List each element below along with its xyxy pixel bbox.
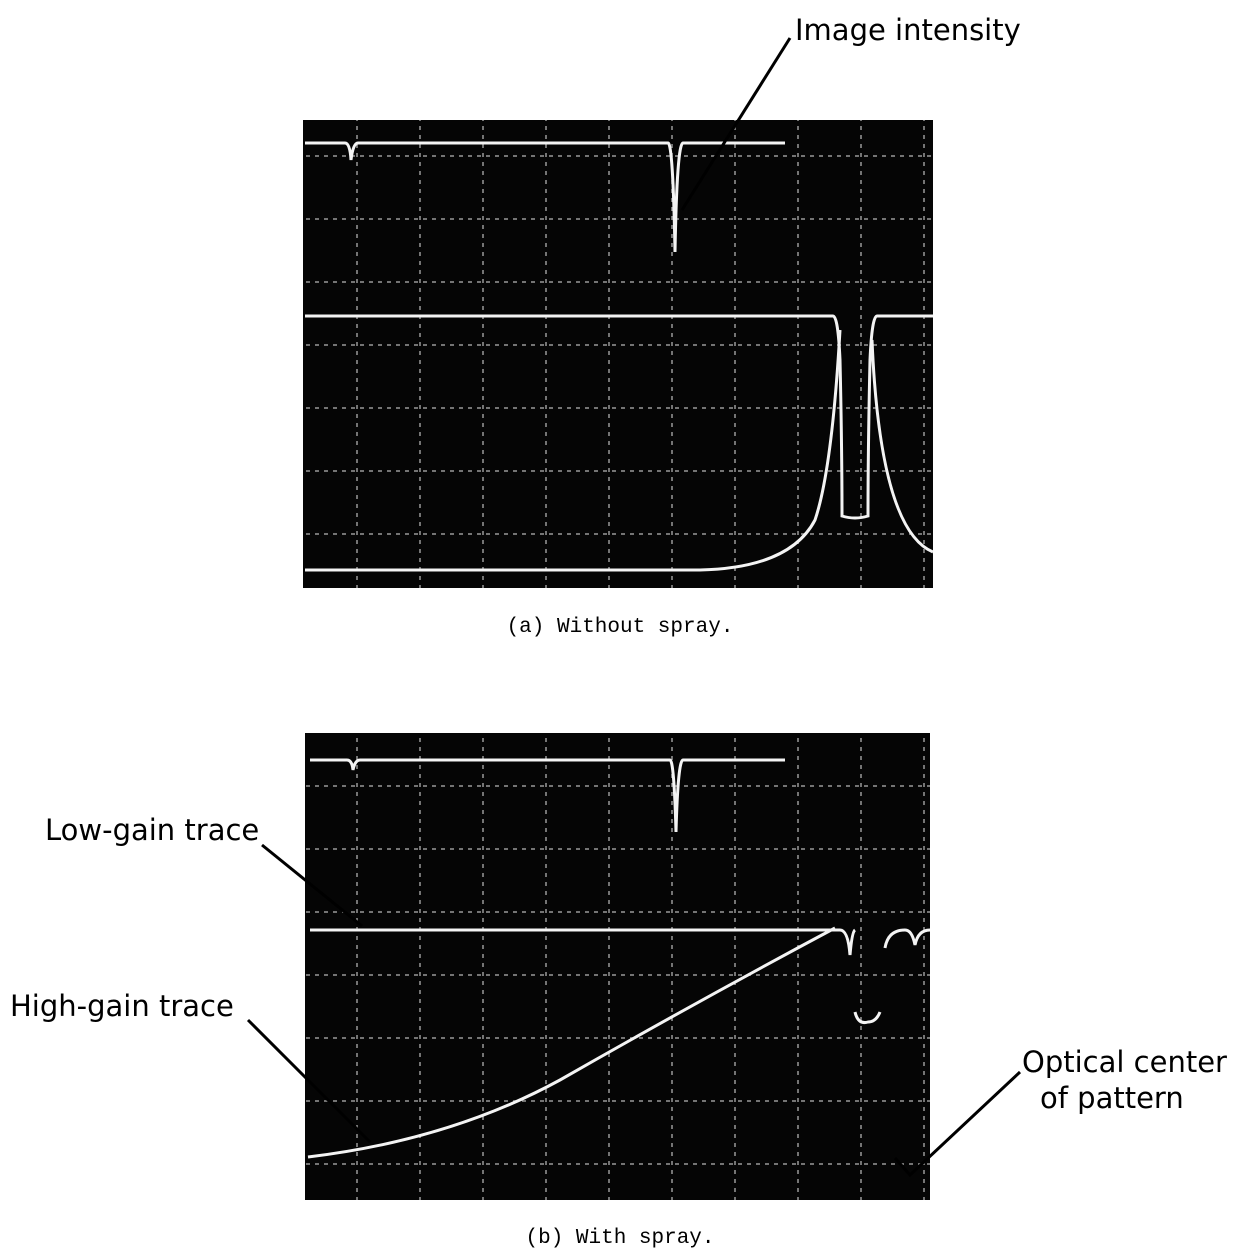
leader-line xyxy=(261,843,363,928)
leader-line xyxy=(246,1018,372,1144)
annotation: of pattern xyxy=(1040,1081,1184,1115)
scope-photo-a xyxy=(303,120,934,588)
annotation: Optical center xyxy=(1022,1045,1227,1079)
annotation: High-gain trace xyxy=(10,989,234,1023)
caption: (a) Without spray. xyxy=(507,616,734,639)
scope-photo-b xyxy=(305,733,931,1200)
leader-line xyxy=(680,37,792,211)
caption: (b) With spray. xyxy=(525,1227,714,1250)
annotation: Image intensity xyxy=(795,13,1021,47)
annotation: Low-gain trace xyxy=(45,813,259,847)
leader-line xyxy=(893,1070,1022,1178)
